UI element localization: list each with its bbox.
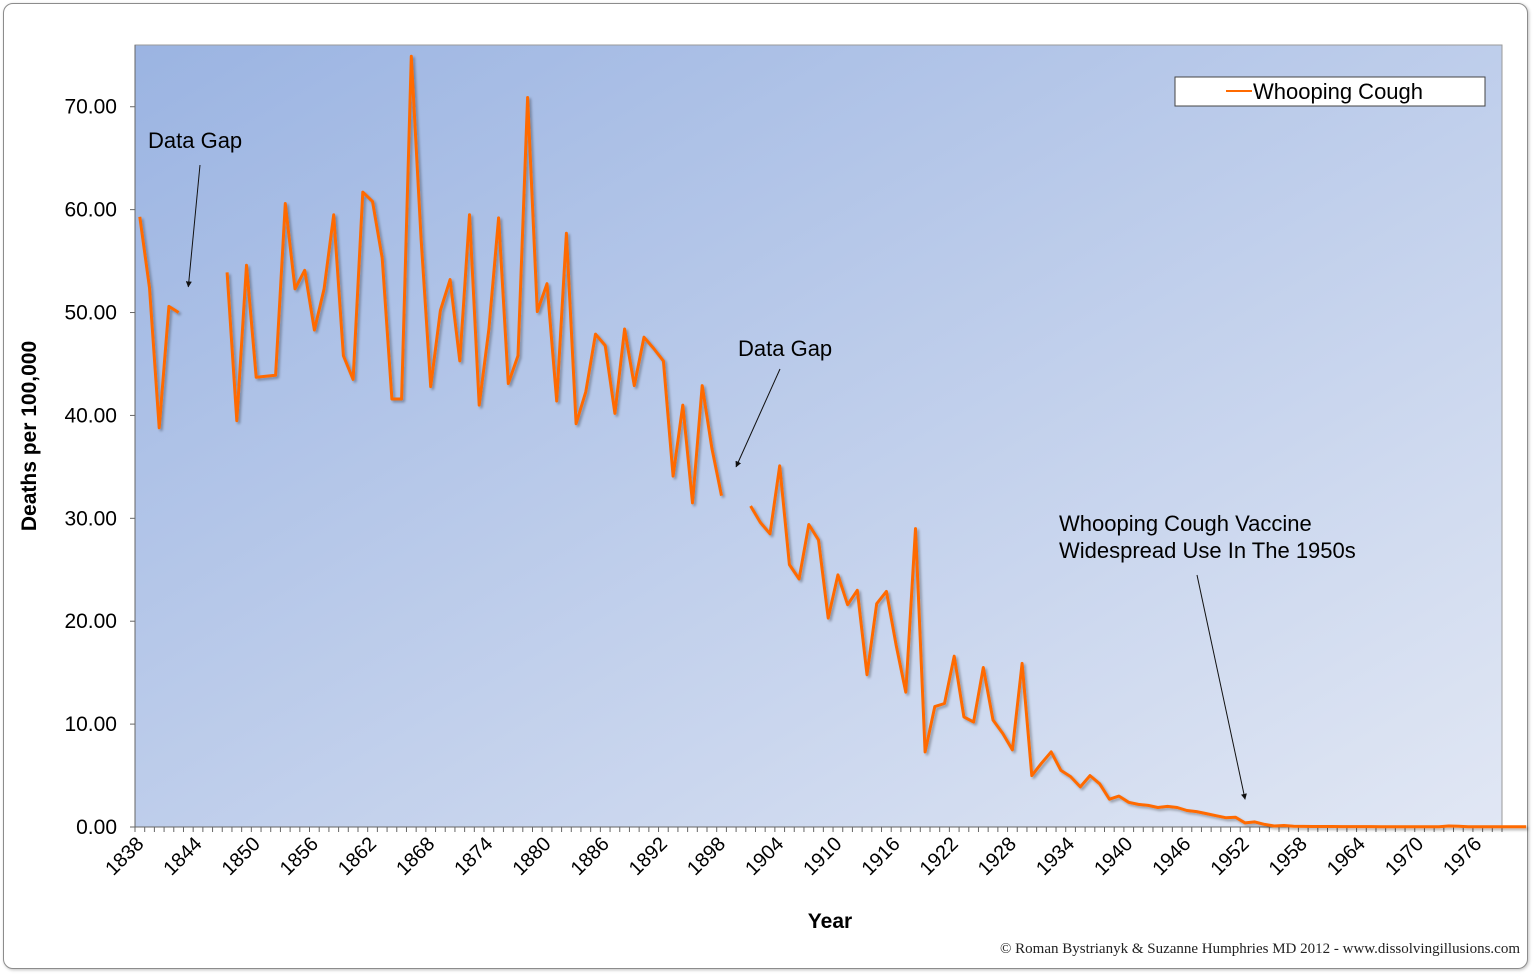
x-tick-label: 1868 [392, 833, 439, 880]
legend: Whooping Cough [1174, 76, 1486, 107]
x-tick-label: 1970 [1381, 833, 1428, 880]
x-tick-label: 1916 [858, 833, 905, 880]
plot-area [134, 44, 1503, 828]
annotation-data-gap-2: Data Gap [738, 336, 832, 361]
x-tick-label: 1892 [625, 833, 672, 880]
annotation-vaccine-line: Widespread Use In The 1950s [1059, 538, 1356, 563]
y-tick-label: 10.00 [64, 713, 117, 736]
annotation-vaccine-line: Whooping Cough Vaccine [1059, 511, 1312, 536]
x-tick-label: 1886 [567, 833, 614, 880]
y-tick-label: 30.00 [64, 507, 117, 530]
x-tick-label: 1844 [160, 833, 207, 880]
x-tick-label: 1850 [218, 833, 265, 880]
series-line-segment [749, 464, 1527, 829]
y-tick-label: 60.00 [64, 199, 117, 222]
x-tick-label: 1958 [1265, 833, 1312, 880]
series-line-segment [225, 54, 723, 505]
y-tick-label: 70.00 [64, 96, 117, 119]
y-axis-title: Deaths per 100,000 [18, 341, 41, 531]
x-tick-label: 1874 [450, 833, 497, 880]
x-tick-label: 1922 [916, 833, 963, 880]
credit-text: © Roman Bystrianyk & Suzanne Humphries M… [1000, 941, 1520, 957]
x-tick-label: 1964 [1323, 833, 1370, 880]
x-tick-label: 1976 [1439, 833, 1486, 880]
x-tick-label: 1946 [1148, 833, 1195, 880]
x-tick-label: 1856 [276, 833, 323, 880]
y-tick-label: 50.00 [64, 302, 117, 325]
x-tick-label: 1898 [683, 833, 730, 880]
annotation-arrow [1196, 574, 1247, 800]
y-tick-label: 40.00 [64, 404, 117, 427]
annotation-arrow [735, 368, 781, 468]
annotation-arrow [185, 164, 201, 288]
x-tick-label: 1940 [1090, 833, 1137, 880]
x-tick-label: 1910 [799, 833, 846, 880]
x-axis-title: Year [808, 910, 852, 933]
legend-label: Whooping Cough [1253, 79, 1423, 104]
x-tick-label: 1952 [1207, 833, 1254, 880]
series-line-segment [138, 216, 180, 430]
x-tick-label: 1934 [1032, 833, 1079, 880]
annotation-data-gap-1: Data Gap [148, 128, 242, 153]
x-tick-label: 1838 [101, 833, 148, 880]
x-tick-label: 1904 [741, 833, 788, 880]
x-tick-label: 1880 [509, 833, 556, 880]
y-tick-label: 20.00 [64, 610, 117, 633]
x-tick-label: 1862 [334, 833, 381, 880]
y-tick-label: 0.00 [76, 816, 117, 839]
x-tick-label: 1928 [974, 833, 1021, 880]
